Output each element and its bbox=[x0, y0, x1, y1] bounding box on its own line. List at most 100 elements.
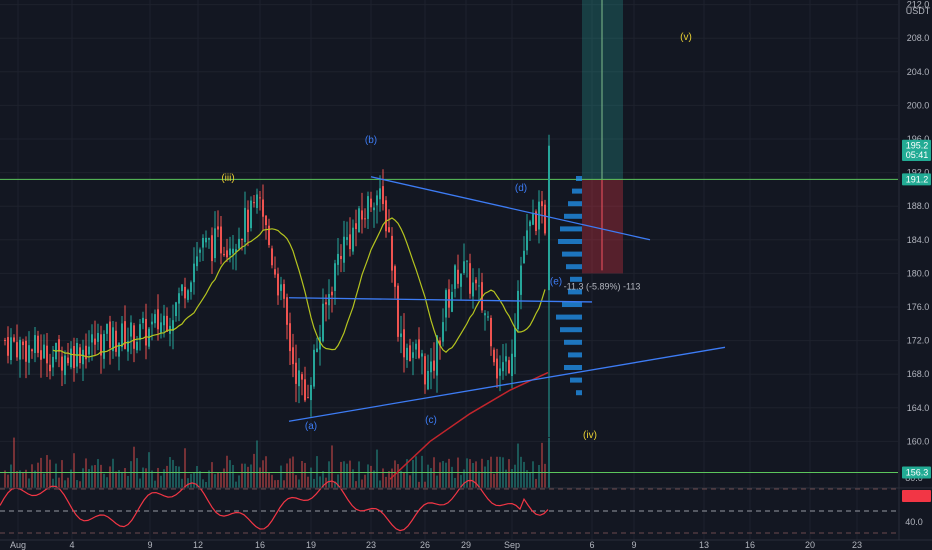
volume-profile-row bbox=[572, 188, 582, 194]
time-tick-label: 6 bbox=[589, 540, 594, 550]
candle-body bbox=[535, 211, 537, 232]
wave-label: (a) bbox=[305, 421, 317, 432]
volume-bar bbox=[259, 467, 261, 488]
volume-bar bbox=[409, 475, 411, 488]
candle-body bbox=[37, 335, 39, 353]
volume-bar bbox=[541, 442, 543, 488]
candle-body bbox=[34, 335, 36, 353]
volume-bar bbox=[331, 445, 333, 488]
volume-bar bbox=[130, 461, 132, 488]
volume-bar bbox=[124, 468, 126, 488]
price-tick-label: 168.0 bbox=[907, 369, 930, 379]
time-tick-label: 29 bbox=[461, 540, 471, 550]
price-badge-label: 05:41 bbox=[906, 150, 929, 160]
candle-body bbox=[265, 215, 267, 226]
candle-body bbox=[322, 303, 324, 342]
candle-body bbox=[424, 356, 426, 385]
volume-bar bbox=[154, 480, 156, 488]
volume-bar bbox=[400, 470, 402, 488]
volume-bar bbox=[310, 467, 312, 488]
volume-bar bbox=[280, 465, 282, 488]
volume-bar bbox=[262, 460, 264, 488]
volume-bar bbox=[514, 464, 516, 488]
candle-body bbox=[193, 263, 195, 283]
candle-body bbox=[548, 145, 550, 291]
candle-body bbox=[220, 226, 222, 254]
volume-bar bbox=[337, 474, 339, 488]
price-tick-label: 180.0 bbox=[907, 268, 930, 278]
candle-body bbox=[493, 349, 495, 363]
volume-bar bbox=[76, 479, 78, 488]
candle-body bbox=[517, 290, 519, 330]
candle-body bbox=[277, 273, 279, 296]
volume-bar bbox=[67, 477, 69, 488]
volume-bar bbox=[142, 467, 144, 488]
volume-bar bbox=[268, 472, 270, 488]
volume-profile-row bbox=[562, 251, 582, 257]
candle-body bbox=[355, 223, 357, 230]
candle-body bbox=[70, 348, 72, 368]
volume-bar bbox=[214, 474, 216, 488]
time-axis[interactable]: Aug 4 9 12 16 19 23 26 29 Sep 6 9 13 16 20 23 bbox=[0, 540, 899, 550]
candle-body bbox=[13, 337, 15, 342]
volume-bar bbox=[241, 463, 243, 488]
candle-body bbox=[157, 309, 159, 330]
volume-bar bbox=[91, 465, 93, 488]
long-position-tool[interactable]: 29.4 (15.36%) 294-11.3 (-5.89%) -113 bbox=[564, 0, 641, 291]
price-axis[interactable]: USDT 160.0 164.0 168.0 172.0 176.0 180.0 184.0 1… bbox=[900, 0, 932, 550]
trendlines[interactable] bbox=[288, 176, 726, 422]
volume-bar bbox=[364, 474, 366, 488]
candle-body bbox=[490, 317, 492, 347]
volume-bar bbox=[100, 464, 102, 488]
trendline bbox=[288, 297, 593, 303]
volume-bar bbox=[163, 469, 165, 488]
volume-bar bbox=[352, 469, 354, 488]
volume-bar bbox=[421, 455, 423, 488]
candle-body bbox=[472, 282, 474, 297]
price-badge bbox=[902, 466, 931, 479]
volume-bar bbox=[289, 458, 291, 488]
candle-body bbox=[334, 263, 336, 291]
volume-profile-row bbox=[560, 327, 582, 333]
candle-body bbox=[88, 346, 90, 355]
candle-body bbox=[166, 315, 168, 332]
candle-body bbox=[289, 323, 291, 352]
volume-bar bbox=[139, 478, 141, 488]
volume-bar bbox=[548, 438, 550, 488]
candle-body bbox=[364, 218, 366, 220]
volume-bar bbox=[376, 449, 378, 488]
candle-body bbox=[97, 333, 99, 342]
candle-body bbox=[397, 285, 399, 337]
candle-body bbox=[127, 341, 129, 352]
time-tick-label: 9 bbox=[147, 540, 152, 550]
volume-bar bbox=[148, 452, 150, 488]
candle-body bbox=[172, 320, 174, 331]
candle-body bbox=[232, 248, 234, 254]
candle-body bbox=[247, 209, 249, 233]
candle-body bbox=[118, 343, 120, 357]
volume-bar bbox=[382, 468, 384, 488]
candle-body bbox=[217, 226, 219, 230]
candle-body bbox=[259, 197, 261, 199]
volume-profile bbox=[556, 176, 582, 396]
candle-body bbox=[514, 327, 516, 357]
volume-profile-row bbox=[560, 226, 582, 232]
candle-body bbox=[235, 249, 237, 252]
volume-bar bbox=[508, 459, 510, 488]
candle-body bbox=[508, 360, 510, 374]
volume-bar bbox=[193, 472, 195, 488]
candle-body bbox=[136, 341, 138, 351]
time-tick-label: 26 bbox=[420, 540, 430, 550]
volume-bar bbox=[46, 455, 48, 488]
candle-body bbox=[106, 323, 108, 334]
volume-bar bbox=[223, 468, 225, 488]
volume-bar bbox=[286, 463, 288, 488]
volume-bar bbox=[412, 459, 414, 488]
volume-bar bbox=[424, 481, 426, 488]
ma-slow-line bbox=[389, 371, 549, 480]
candle-body bbox=[43, 344, 45, 359]
horizontal-levels[interactable] bbox=[0, 0, 898, 473]
candle-body bbox=[229, 248, 231, 256]
candle-body bbox=[286, 297, 288, 325]
